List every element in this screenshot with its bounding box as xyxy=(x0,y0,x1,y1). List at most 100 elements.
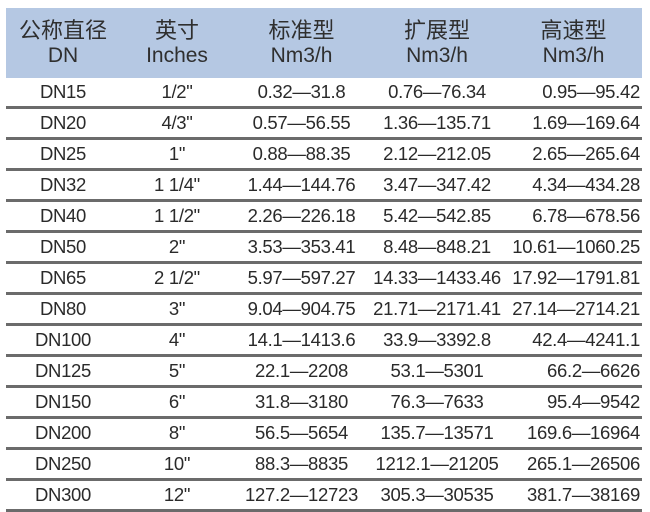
table-row: DN100 4" 14.1—1413.6 33.9—3392.8 42.4—4241.1 xyxy=(6,324,642,357)
cell-dn: DN20 xyxy=(6,107,120,140)
flow-range-table: 公称直径 DN 英寸 Inches 标准型 Nm3/h 扩展型 Nm3/h 高速型 Nm3… xyxy=(6,8,642,512)
header-extended-unit: Nm3/h xyxy=(406,44,468,67)
cell-standard: 56.5—5654 xyxy=(234,417,369,450)
cell-standard: 1.44—144.76 xyxy=(234,169,369,202)
cell-dn: DN15 xyxy=(6,78,120,109)
cell-inches: 1" xyxy=(120,138,234,171)
header-highspeed: 高速型 Nm3/h xyxy=(505,8,642,78)
cell-inches: 3" xyxy=(120,293,234,326)
table-row: DN20 4/3" 0.57—56.55 1.36—135.71 1.69—169.64 xyxy=(6,107,642,140)
cell-standard: 0.32—31.8 xyxy=(234,78,369,109)
cell-dn: DN25 xyxy=(6,138,120,171)
cell-standard: 31.8—3180 xyxy=(234,386,369,419)
cell-standard: 3.53—353.41 xyxy=(234,231,369,264)
cell-dn: DN32 xyxy=(6,169,120,202)
cell-inches: 2 1/2" xyxy=(120,262,234,295)
cell-dn: DN40 xyxy=(6,200,120,233)
cell-extended: 14.33—1433.46 xyxy=(369,262,505,295)
table-row: DN15 1/2" 0.32—31.8 0.76—76.34 0.95—95.42 xyxy=(6,78,642,109)
header-standard-unit: Nm3/h xyxy=(270,44,333,67)
cell-dn: DN100 xyxy=(6,324,120,357)
cell-inches: 1 1/4" xyxy=(120,169,234,202)
cell-highspeed: 66.2—6626 xyxy=(505,355,642,388)
header-inches: 英寸 Inches xyxy=(120,8,234,78)
header-dn-en: DN xyxy=(47,44,79,67)
table-row: DN300 12" 127.2—12723 305.3—30535 381.7—3816… xyxy=(6,479,642,512)
header-extended: 扩展型 Nm3/h xyxy=(369,8,505,78)
cell-inches: 2" xyxy=(120,231,234,264)
cell-inches: 8" xyxy=(120,417,234,450)
header-standard: 标准型 Nm3/h xyxy=(234,8,369,78)
cell-extended: 5.42—542.85 xyxy=(369,200,505,233)
table-row: DN25 1" 0.88—88.35 2.12—212.05 2.65—265.64 xyxy=(6,138,642,171)
table-row: DN32 1 1/4" 1.44—144.76 3.47—347.42 4.34—434… xyxy=(6,169,642,202)
table-row: DN250 10" 88.3—8835 1212.1—21205 265.1—26506 xyxy=(6,448,642,481)
cell-dn: DN125 xyxy=(6,355,120,388)
cell-inches: 4/3" xyxy=(120,107,234,140)
cell-dn: DN300 xyxy=(6,479,120,512)
cell-inches: 5" xyxy=(120,355,234,388)
cell-extended: 33.9—3392.8 xyxy=(369,324,505,357)
header-row: 公称直径 DN 英寸 Inches 标准型 Nm3/h 扩展型 Nm3/h 高速型 Nm3… xyxy=(6,8,642,78)
header-inches-en: Inches xyxy=(146,44,208,67)
cell-standard: 0.88—88.35 xyxy=(234,138,369,171)
cell-inches: 6" xyxy=(120,386,234,419)
cell-extended: 1.36—135.71 xyxy=(369,107,505,140)
header-dn-cn: 公称直径 xyxy=(18,18,107,43)
cell-extended: 135.7—13571 xyxy=(369,417,505,450)
header-highspeed-unit: Nm3/h xyxy=(542,44,605,67)
cell-inches: 10" xyxy=(120,448,234,481)
cell-inches: 12" xyxy=(120,479,234,512)
cell-extended: 21.71—2171.41 xyxy=(369,293,505,326)
cell-extended: 1212.1—21205 xyxy=(369,448,505,481)
cell-highspeed: 2.65—265.64 xyxy=(505,138,642,171)
cell-dn: DN80 xyxy=(6,293,120,326)
table-row: DN65 2 1/2" 5.97—597.27 14.33—1433.46 17.92—… xyxy=(6,262,642,295)
cell-inches: 1 1/2" xyxy=(120,200,234,233)
cell-standard: 2.26—226.18 xyxy=(234,200,369,233)
cell-highspeed: 42.4—4241.1 xyxy=(505,324,642,357)
cell-standard: 0.57—56.55 xyxy=(234,107,369,140)
cell-dn: DN200 xyxy=(6,417,120,450)
cell-standard: 9.04—904.75 xyxy=(234,293,369,326)
header-highspeed-cn: 高速型 xyxy=(540,18,607,43)
cell-standard: 22.1—2208 xyxy=(234,355,369,388)
cell-dn: DN65 xyxy=(6,262,120,295)
cell-highspeed: 17.92—1791.81 xyxy=(505,262,642,295)
cell-inches: 1/2" xyxy=(120,78,234,109)
cell-highspeed: 1.69—169.64 xyxy=(505,107,642,140)
header-dn: 公称直径 DN xyxy=(6,8,120,78)
table-row: DN50 2" 3.53—353.41 8.48—848.21 10.61—1060.2… xyxy=(6,231,642,264)
cell-dn: DN150 xyxy=(6,386,120,419)
table-row: DN125 5" 22.1—2208 53.1—5301 66.2—6626 xyxy=(6,355,642,388)
cell-highspeed: 381.7—38169 xyxy=(505,479,642,512)
cell-standard: 127.2—12723 xyxy=(234,479,369,512)
cell-extended: 53.1—5301 xyxy=(369,355,505,388)
header-extended-cn: 扩展型 xyxy=(403,18,470,43)
cell-extended: 2.12—212.05 xyxy=(369,138,505,171)
cell-extended: 0.76—76.34 xyxy=(369,78,505,109)
cell-dn: DN250 xyxy=(6,448,120,481)
header-inches-cn: 英寸 xyxy=(154,18,199,43)
table-row: DN150 6" 31.8—3180 76.3—7633 95.4—9542 xyxy=(6,386,642,419)
cell-highspeed: 169.6—16964 xyxy=(505,417,642,450)
cell-standard: 14.1—1413.6 xyxy=(234,324,369,357)
cell-highspeed: 265.1—26506 xyxy=(505,448,642,481)
cell-standard: 5.97—597.27 xyxy=(234,262,369,295)
cell-extended: 8.48—848.21 xyxy=(369,231,505,264)
cell-standard: 88.3—8835 xyxy=(234,448,369,481)
cell-highspeed: 10.61—1060.25 xyxy=(505,231,642,264)
cell-highspeed: 0.95—95.42 xyxy=(505,78,642,109)
cell-highspeed: 27.14—2714.21 xyxy=(505,293,642,326)
cell-inches: 4" xyxy=(120,324,234,357)
table-row: DN80 3" 9.04—904.75 21.71—2171.41 27.14—2714… xyxy=(6,293,642,326)
cell-dn: DN50 xyxy=(6,231,120,264)
cell-extended: 76.3—7633 xyxy=(369,386,505,419)
cell-highspeed: 6.78—678.56 xyxy=(505,200,642,233)
cell-highspeed: 95.4—9542 xyxy=(505,386,642,419)
cell-extended: 3.47—347.42 xyxy=(369,169,505,202)
cell-highspeed: 4.34—434.28 xyxy=(505,169,642,202)
table-row: DN40 1 1/2" 2.26—226.18 5.42—542.85 6.78—678… xyxy=(6,200,642,233)
cell-extended: 305.3—30535 xyxy=(369,479,505,512)
header-standard-cn: 标准型 xyxy=(268,18,335,43)
